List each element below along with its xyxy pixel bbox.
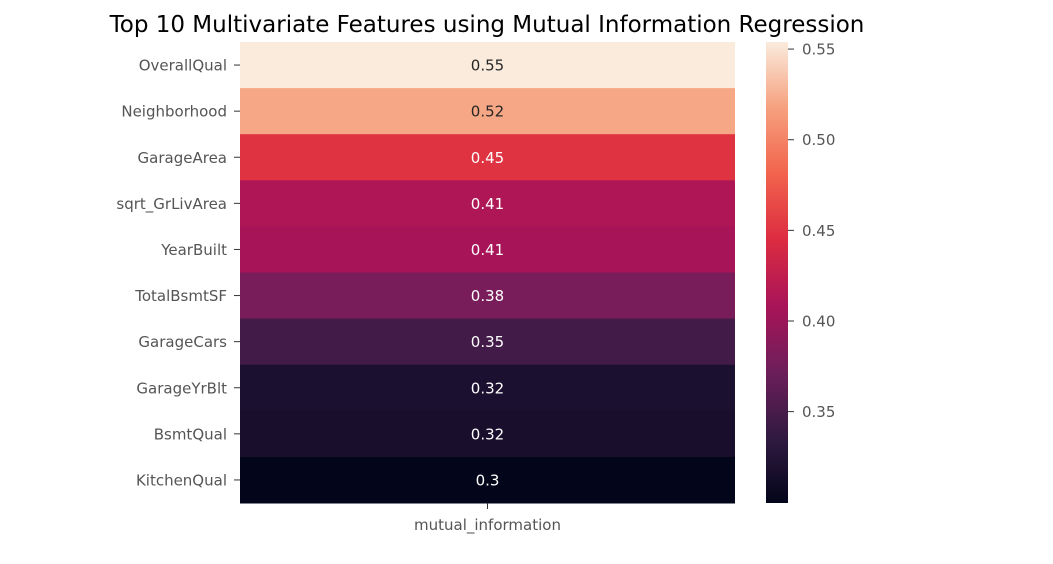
column-label: mutual_information — [414, 516, 561, 535]
heatmap-cell — [240, 364, 735, 412]
colorbar-tick-label: 0.50 — [802, 131, 835, 149]
heatmap-cell — [240, 410, 735, 458]
row-label: Neighborhood — [121, 103, 227, 121]
cell-annotation: 0.41 — [471, 241, 504, 259]
row-label: TotalBsmtSF — [134, 287, 227, 305]
cell-annotation: 0.3 — [476, 471, 500, 489]
row-label: GarageCars — [138, 333, 227, 351]
heatmap-cell — [240, 318, 735, 366]
colorbar-tick-label: 0.45 — [802, 222, 835, 240]
heatmap-cell — [240, 272, 735, 320]
row-label: sqrt_GrLivArea — [116, 195, 227, 214]
colorbar-tick-label: 0.55 — [802, 41, 835, 59]
row-label: GarageArea — [138, 149, 227, 167]
cell-annotation: 0.38 — [471, 287, 504, 305]
cell-annotation: 0.32 — [471, 425, 504, 443]
heatmap-cell — [240, 180, 735, 227]
heatmap-cell — [240, 134, 735, 181]
cell-annotation: 0.32 — [471, 379, 504, 397]
heatmap-cell — [240, 42, 735, 89]
colorbar — [766, 42, 788, 503]
cell-annotation: 0.52 — [471, 103, 504, 121]
row-label: KitchenQual — [136, 471, 227, 489]
cell-annotation: 0.35 — [471, 333, 504, 351]
cell-annotation: 0.55 — [471, 57, 504, 75]
colorbar-ticks: 0.35 0.40 0.45 0.50 0.55 — [788, 41, 835, 421]
heatmap-cell — [240, 456, 735, 504]
heatmap-cell — [240, 226, 735, 273]
cell-annotation: 0.41 — [471, 195, 504, 213]
chart-title: Top 10 Multivariate Features using Mutua… — [109, 12, 865, 38]
row-label: BsmtQual — [154, 425, 227, 443]
cell-annotation: 0.45 — [471, 149, 504, 167]
colorbar-tick-label: 0.35 — [802, 403, 835, 421]
column-labels: mutual_information — [414, 503, 561, 535]
colorbar-tick-label: 0.40 — [802, 312, 835, 330]
row-labels: OverallQual Neighborhood GarageArea sqrt_Gr… — [116, 57, 240, 489]
row-label: OverallQual — [139, 57, 227, 75]
heatmap-cells: 0.55 0.52 0.45 0.41 0.41 0.38 0.35 0.32 0.32 0.3 — [240, 42, 735, 504]
row-label: GarageYrBlt — [136, 379, 227, 397]
heatmap-cell — [240, 88, 735, 135]
row-label: YearBuilt — [160, 241, 227, 259]
